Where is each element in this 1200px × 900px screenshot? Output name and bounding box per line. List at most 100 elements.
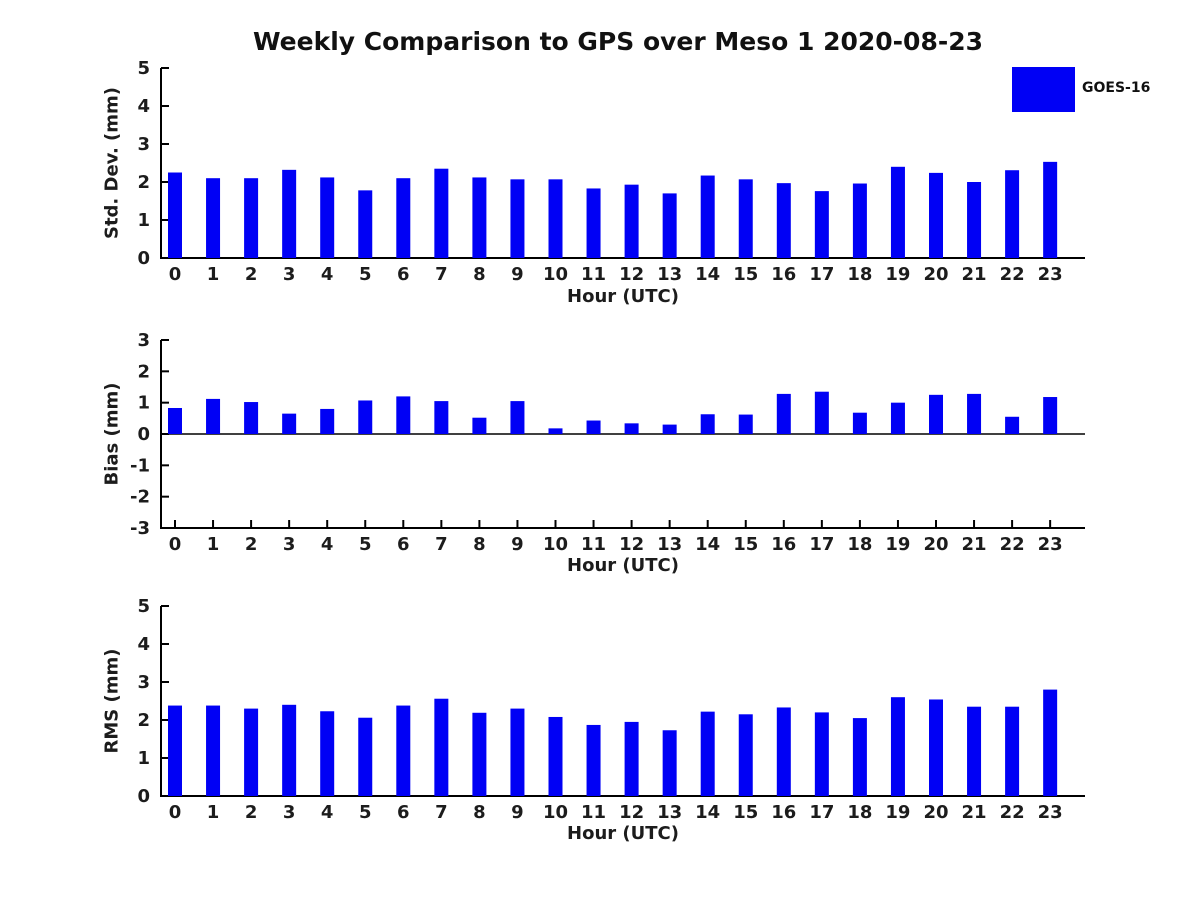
x-tick-label: 23: [1038, 534, 1063, 555]
x-tick-label: 6: [397, 802, 410, 823]
bar-hour-1: [206, 705, 221, 796]
bar-hour-15: [738, 714, 753, 796]
bar-hour-12: [624, 423, 639, 434]
x-tick-label: 14: [695, 534, 720, 555]
x-tick-label: 17: [809, 802, 834, 823]
x-tick-label: 9: [511, 802, 524, 823]
x-tick-label: 7: [435, 534, 448, 555]
x-tick-label: 23: [1038, 264, 1063, 285]
bar-hour-19: [890, 402, 905, 434]
x-tick-label: 12: [619, 802, 644, 823]
x-tick-label: 15: [733, 802, 758, 823]
bar-hour-2: [244, 178, 259, 258]
bar-hour-22: [1005, 416, 1020, 434]
ylabel-stddev: Std. Dev. (mm): [101, 86, 123, 240]
bar-hour-1: [206, 398, 221, 434]
bar-hour-14: [700, 414, 715, 434]
y-tick-label: 4: [137, 634, 150, 655]
y-tick-label: 1: [137, 210, 150, 231]
x-tick-label: 21: [962, 264, 987, 285]
bar-hour-11: [586, 420, 601, 434]
x-tick-label: 11: [581, 802, 606, 823]
bar-hour-16: [776, 707, 791, 796]
x-tick-label: 10: [543, 534, 568, 555]
legend-swatch-goes16: [1012, 67, 1075, 112]
bar-hour-9: [510, 179, 525, 258]
y-tick-label: 1: [137, 393, 150, 414]
xlabel-bias: Hour (UTC): [567, 555, 679, 576]
x-tick-label: 8: [473, 802, 486, 823]
x-tick-label: 18: [847, 534, 872, 555]
y-tick-label: 0: [137, 786, 150, 807]
x-tick-label: 19: [885, 264, 910, 285]
ylabel-rms: RMS (mm): [101, 648, 123, 754]
bar-hour-2: [244, 708, 259, 796]
x-tick-label: 0: [169, 264, 182, 285]
y-tick-label: -3: [130, 518, 150, 539]
x-tick-label: 9: [511, 264, 524, 285]
bar-hour-14: [700, 711, 715, 796]
x-tick-label: 7: [435, 802, 448, 823]
bar-hour-4: [320, 711, 335, 796]
x-tick-label: 7: [435, 264, 448, 285]
bar-hour-1: [206, 178, 221, 258]
x-tick-label: 8: [473, 264, 486, 285]
bar-hour-20: [929, 699, 943, 796]
x-tick-label: 15: [733, 264, 758, 285]
x-tick-label: 3: [283, 264, 296, 285]
bar-hour-23: [1043, 689, 1058, 796]
y-tick-label: 4: [137, 96, 150, 117]
bar-hour-16: [776, 183, 791, 258]
x-tick-label: 16: [771, 802, 796, 823]
y-tick-label: -2: [130, 487, 150, 508]
x-tick-label: 14: [695, 802, 720, 823]
x-tick-label: 11: [581, 264, 606, 285]
x-tick-label: 12: [619, 264, 644, 285]
y-tick-label: 0: [137, 248, 150, 269]
x-tick-label: 21: [962, 534, 987, 555]
x-tick-label: 5: [359, 264, 372, 285]
x-tick-label: 17: [809, 534, 834, 555]
bar-hour-12: [624, 721, 639, 796]
bar-hour-13: [662, 730, 677, 796]
x-tick-label: 10: [543, 802, 568, 823]
x-tick-label: 14: [695, 264, 720, 285]
bar-hour-11: [586, 188, 601, 258]
x-tick-label: 22: [1000, 264, 1025, 285]
bar-hour-6: [396, 396, 411, 434]
bar-hour-10: [548, 716, 563, 796]
bar-hour-17: [814, 712, 829, 796]
x-tick-label: 20: [923, 534, 948, 555]
bar-hour-6: [396, 705, 411, 796]
y-tick-label: 1: [137, 748, 150, 769]
y-tick-label: 2: [137, 361, 150, 382]
bar-hour-17: [814, 391, 829, 434]
x-tick-label: 22: [1000, 802, 1025, 823]
bar-hour-18: [852, 412, 867, 434]
xlabel-rms: Hour (UTC): [567, 823, 679, 844]
x-tick-label: 18: [847, 264, 872, 285]
bar-hour-18: [852, 183, 867, 258]
x-tick-label: 16: [771, 534, 796, 555]
x-tick-label: 17: [809, 264, 834, 285]
y-tick-label: 3: [137, 134, 150, 155]
x-tick-label: 23: [1038, 802, 1063, 823]
y-tick-label: 5: [137, 596, 150, 617]
x-tick-label: 3: [283, 534, 296, 555]
figure-title: Weekly Comparison to GPS over Meso 1 202…: [252, 27, 984, 56]
bar-hour-5: [358, 717, 373, 796]
x-tick-label: 8: [473, 534, 486, 555]
x-tick-label: 4: [321, 264, 334, 285]
x-tick-label: 12: [619, 534, 644, 555]
bar-hour-3: [282, 704, 297, 796]
bar-hour-0: [168, 705, 182, 796]
y-tick-label: -1: [130, 455, 150, 476]
x-tick-label: 19: [885, 802, 910, 823]
bar-hour-20: [929, 394, 943, 434]
x-tick-label: 1: [207, 534, 220, 555]
bar-hour-19: [890, 166, 905, 258]
bar-hour-8: [472, 712, 487, 796]
y-tick-label: 3: [137, 330, 150, 351]
bar-hour-10: [548, 179, 563, 258]
